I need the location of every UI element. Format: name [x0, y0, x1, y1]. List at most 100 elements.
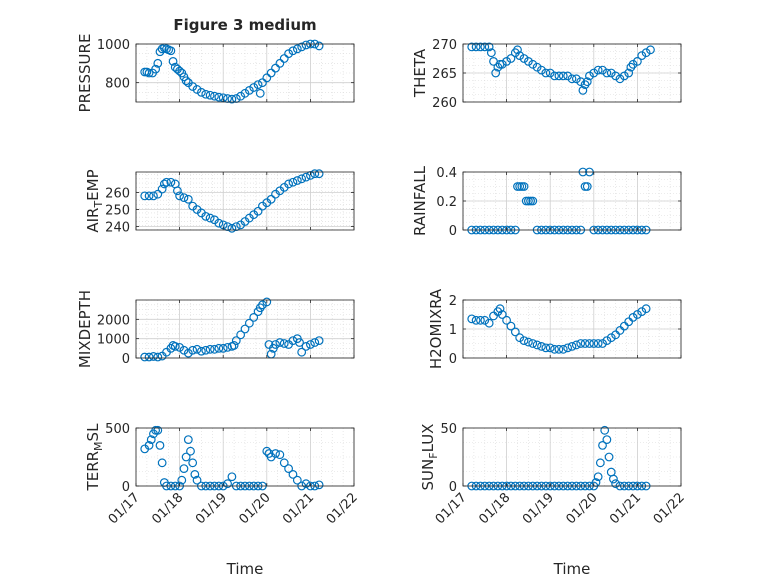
data-point: [253, 206, 263, 216]
data-point: [589, 339, 599, 348]
data-point: [301, 40, 311, 50]
data-point: [301, 479, 311, 489]
data-point: [585, 71, 594, 81]
y-tick-label: 265: [432, 67, 457, 82]
data-point: [279, 54, 289, 63]
x-tick-label: 01/20: [237, 490, 274, 527]
data-point: [205, 213, 215, 223]
data-point: [231, 336, 241, 346]
data-point: [153, 425, 163, 435]
x-tick-label: 01/19: [193, 490, 230, 527]
data-point: [253, 80, 263, 89]
data-point: [619, 71, 629, 81]
y-tick-label: 2: [449, 294, 457, 309]
data-point: [144, 352, 154, 362]
data-point: [593, 472, 603, 482]
data-point: [611, 71, 620, 81]
data-point: [510, 48, 520, 58]
data-point: [153, 352, 163, 362]
data-point: [159, 179, 169, 189]
data-point: [595, 458, 605, 468]
y-tick-label: 260: [105, 186, 130, 201]
data-point: [602, 435, 612, 445]
data-point: [271, 449, 280, 458]
data-point: [153, 58, 163, 68]
data-point: [275, 450, 285, 460]
data-point: [196, 87, 206, 97]
x-tick-label: 01/17: [433, 490, 470, 527]
data-point: [292, 44, 302, 54]
data-point: [582, 77, 592, 87]
data-point: [205, 90, 215, 100]
axes-box: [135, 43, 355, 103]
data-point: [181, 452, 191, 462]
y-tick-label: 800: [105, 77, 130, 92]
data-point: [297, 347, 307, 357]
data-point: [229, 341, 239, 350]
y-tick-label: 260: [432, 96, 457, 111]
data-point: [541, 343, 551, 353]
data-point: [244, 85, 254, 95]
data-point: [578, 85, 588, 95]
data-point: [144, 68, 154, 78]
data-point: [258, 78, 267, 88]
data-point: [205, 344, 215, 354]
data-point: [554, 344, 564, 354]
data-point: [606, 68, 616, 78]
data-point: [626, 62, 636, 72]
data-point: [192, 475, 202, 485]
data-point: [166, 343, 176, 353]
data-point: [262, 446, 272, 456]
data-point: [491, 68, 501, 78]
data-point: [236, 330, 246, 340]
data-point: [288, 46, 298, 56]
data-point: [528, 196, 538, 206]
y-tick-label: 0: [122, 480, 130, 495]
data-point: [214, 343, 224, 353]
y-tick-label: 250: [105, 204, 130, 219]
figure-title: Figure 3 medium: [173, 16, 316, 34]
data-point: [510, 327, 520, 337]
data-point: [641, 48, 651, 58]
data-point: [541, 68, 551, 78]
data-point: [497, 59, 507, 69]
data-point: [550, 344, 559, 354]
data-point: [201, 345, 211, 355]
data-point: [524, 57, 533, 66]
data-point: [537, 65, 546, 75]
data-point: [177, 475, 187, 485]
data-point: [524, 337, 533, 347]
data-point: [314, 336, 324, 346]
data-point: [489, 311, 498, 321]
data-point: [271, 63, 280, 73]
data-point: [486, 48, 496, 58]
data-point: [314, 41, 324, 51]
data-point: [554, 71, 564, 81]
y-axis-label: MIXDEPTH: [76, 290, 94, 368]
data-point: [223, 342, 232, 352]
data-point: [210, 91, 219, 101]
data-point: [266, 194, 276, 204]
data-point: [641, 304, 651, 314]
data-point: [606, 333, 616, 343]
data-point: [598, 339, 607, 348]
data-point: [144, 441, 154, 450]
data-point: [266, 68, 276, 78]
data-point: [146, 435, 156, 445]
data-point: [288, 336, 298, 346]
data-point: [537, 342, 546, 351]
data-point: [284, 464, 294, 474]
data-point: [471, 315, 481, 325]
data-point: [144, 191, 154, 201]
data-point: [633, 310, 642, 319]
data-point: [153, 189, 163, 199]
data-point: [275, 338, 285, 347]
data-point: [297, 174, 307, 184]
data-point: [314, 480, 324, 490]
data-point: [576, 339, 586, 348]
data-point: [196, 346, 206, 356]
data-point: [471, 42, 481, 52]
data-point: [210, 344, 219, 354]
subplot-rainfall: 0 0.2 0.4 RAINFALL: [411, 165, 682, 239]
